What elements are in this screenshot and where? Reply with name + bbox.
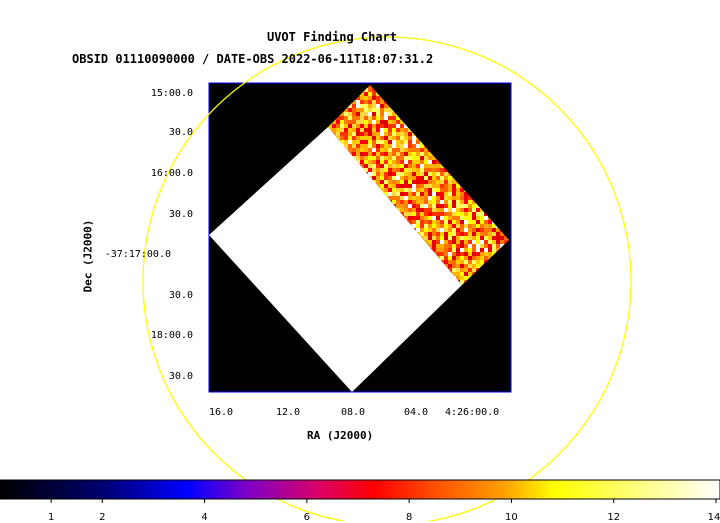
y-tick-label: 30.0: [168, 290, 193, 301]
chart-title: UVOT Finding Chart: [266, 30, 398, 44]
colorbar-ticks: [50, 499, 717, 503]
y-axis-title: Dec (J2000): [81, 219, 95, 293]
y-tick-label: 15:00.0: [150, 88, 193, 99]
colorbar-tick-label: 8: [405, 512, 413, 523]
colorbar: [0, 479, 720, 500]
x-tick-label: 12.0: [276, 407, 301, 418]
colorbar-tick-label: 4: [201, 512, 208, 523]
chart-subtitle: OBSID 01110090000 / DATE-OBS 2022-06-11T…: [72, 52, 434, 66]
y-tick-label: 16:00.0: [150, 168, 193, 179]
x-tick-label: 08.0: [341, 407, 366, 418]
plot-frame: [208, 82, 512, 393]
colorbar-tick-label: 6: [303, 512, 311, 523]
colorbar-tick-label: 14: [707, 512, 720, 523]
y-tick-label: -37:17:00.0: [104, 249, 171, 260]
x-axis-title: RA (J2000): [307, 429, 374, 442]
y-tick-label: 30.0: [168, 127, 193, 138]
colorbar-tick-label: 1: [47, 512, 55, 523]
colorbar-tick-label: 2: [99, 512, 106, 523]
y-tick-label: 30.0: [168, 371, 193, 382]
exposure-region: [209, 127, 462, 392]
y-tick-label: 18:00.0: [150, 330, 193, 341]
colorbar-tick-label: 12: [607, 512, 621, 523]
x-tick-label: 04.0: [404, 407, 429, 418]
colorbar-tick-label: 10: [505, 512, 518, 523]
source-circle: [142, 36, 632, 521]
x-tick-label: 4:26:00.0: [445, 407, 500, 418]
y-tick-label: 30.0: [168, 209, 193, 220]
x-tick-label: 16.0: [209, 407, 234, 418]
